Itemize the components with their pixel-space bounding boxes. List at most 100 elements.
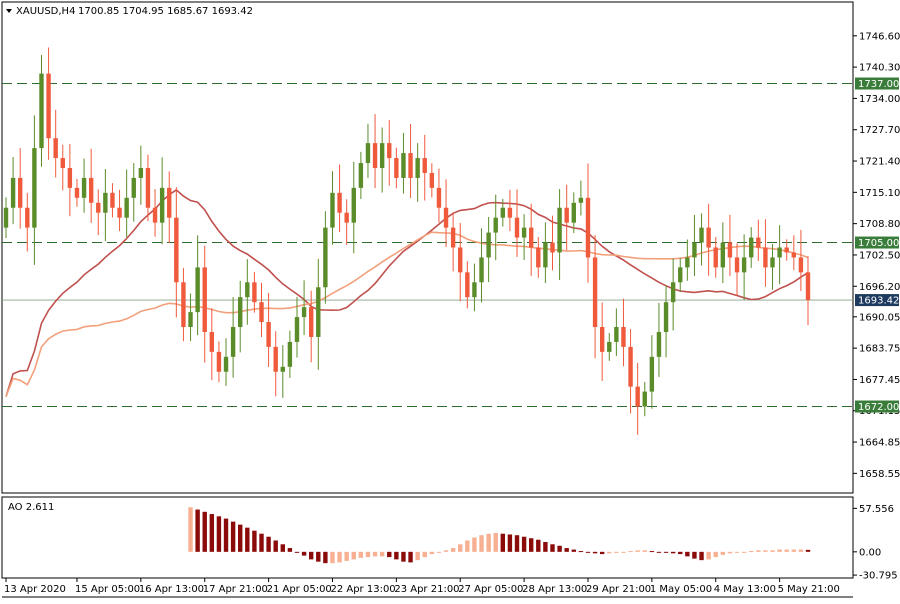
candle-bear (784, 247, 789, 253)
candle-bear (88, 177, 94, 203)
candle-bear (17, 177, 23, 208)
dropdown-triangle-icon[interactable] (6, 9, 12, 13)
candle-bull (138, 167, 144, 178)
candle-bear (25, 207, 30, 228)
candle-bear (585, 197, 591, 258)
ao-bar (507, 534, 513, 552)
ao-bar (365, 551, 371, 558)
ao-bar (408, 551, 413, 563)
ao-bar (571, 549, 576, 552)
price-tick-label: 1696.20 (859, 282, 900, 293)
candle-bull (124, 197, 129, 218)
ao-bar (741, 551, 747, 553)
ao-bar (685, 551, 690, 557)
ao-bar (628, 551, 633, 553)
candle-bull (678, 267, 683, 283)
ao-bar (713, 551, 718, 558)
ao-bar (252, 530, 257, 552)
ao-bar (749, 551, 754, 553)
candle-bull (415, 158, 420, 178)
price-tick-label: 1721.40 (859, 157, 900, 168)
ao-panel-frame (1, 496, 854, 579)
ao-tick-label: 57.556 (859, 504, 894, 515)
ao-bar (273, 540, 278, 552)
candle-bear (337, 192, 342, 213)
candle-bear (507, 207, 513, 218)
candle-bear (408, 153, 413, 178)
candle-bear (145, 167, 151, 208)
candle-bear (117, 207, 122, 218)
ao-bar (202, 511, 207, 552)
candle-bear (209, 331, 215, 352)
time-tick-label: 23 Apr 21:00 (394, 584, 459, 595)
candle-bull (230, 327, 236, 357)
ao-bar (663, 551, 669, 553)
levels-layer (2, 83, 853, 408)
ao-bar (564, 548, 569, 552)
ao-bar (777, 549, 782, 552)
candle-bear (450, 227, 456, 248)
candle-bull (578, 197, 584, 203)
candle-bull (358, 163, 364, 188)
candle-bull (699, 227, 704, 243)
candle-bear (429, 172, 435, 188)
candle-bull (521, 227, 527, 238)
time-tick-label: 16 Apr 13:00 (139, 584, 204, 595)
candle-bull (159, 187, 165, 223)
level-label: 1672.00 (858, 402, 899, 413)
time-tick-label: 28 Apr 13:00 (522, 584, 587, 595)
candle-bull (188, 312, 193, 328)
ao-label: AO 2.611 (8, 502, 54, 513)
ao-bar (379, 551, 385, 557)
ao-bar (323, 551, 328, 564)
ao-histogram (188, 507, 811, 564)
ao-bar (436, 551, 442, 553)
time-tick-label: 5 May 21:00 (778, 584, 840, 595)
time-tick-label: 22 Apr 13:00 (330, 584, 395, 595)
candle-bear (387, 143, 392, 159)
candle-bear (174, 217, 179, 283)
chart-header: XAUUSD,H4 1700.85 1704.95 1685.67 1693.4… (6, 6, 253, 17)
candle-bear (443, 207, 449, 228)
ao-bar (301, 551, 307, 556)
candle-bear (167, 187, 172, 218)
ao-bar (266, 536, 271, 552)
ao-bar (557, 545, 562, 552)
ao-bar (550, 544, 555, 552)
price-tick-label: 1727.70 (859, 125, 900, 136)
ao-bar (450, 548, 456, 552)
candle-bear (791, 252, 797, 258)
symbol-label: XAUUSD,H4 (16, 6, 75, 17)
ao-bar (422, 551, 427, 558)
candle-bear (266, 322, 271, 347)
candle-bear (458, 247, 463, 273)
ao-bar (188, 507, 193, 552)
ao-bar (465, 540, 470, 552)
candle-bear (635, 386, 640, 407)
price-tick-label: 1734.00 (859, 94, 900, 105)
time-tick-label: 17 Apr 21:00 (203, 584, 268, 595)
ao-bar (443, 550, 449, 552)
candle-bear (536, 247, 541, 268)
candle-bear (529, 227, 534, 248)
ao-bar (656, 551, 662, 553)
ao-bar (720, 551, 726, 555)
candle-bull (10, 177, 16, 208)
candle-bear (734, 257, 740, 273)
ao-bar (514, 535, 520, 552)
ao-bar (756, 550, 761, 552)
candle-bear (67, 167, 73, 188)
candle-bull (323, 227, 328, 288)
ao-bar (493, 532, 498, 552)
ao-bar (223, 518, 229, 552)
candle-bull (614, 327, 619, 342)
candle-bull (749, 237, 754, 258)
ao-bar (401, 551, 406, 562)
candle-bear (756, 237, 761, 248)
ao-bar (500, 533, 506, 552)
ao-bar (529, 538, 534, 552)
level-label-bg (855, 400, 899, 413)
ao-bar (230, 521, 236, 552)
candle-bull (543, 242, 548, 268)
